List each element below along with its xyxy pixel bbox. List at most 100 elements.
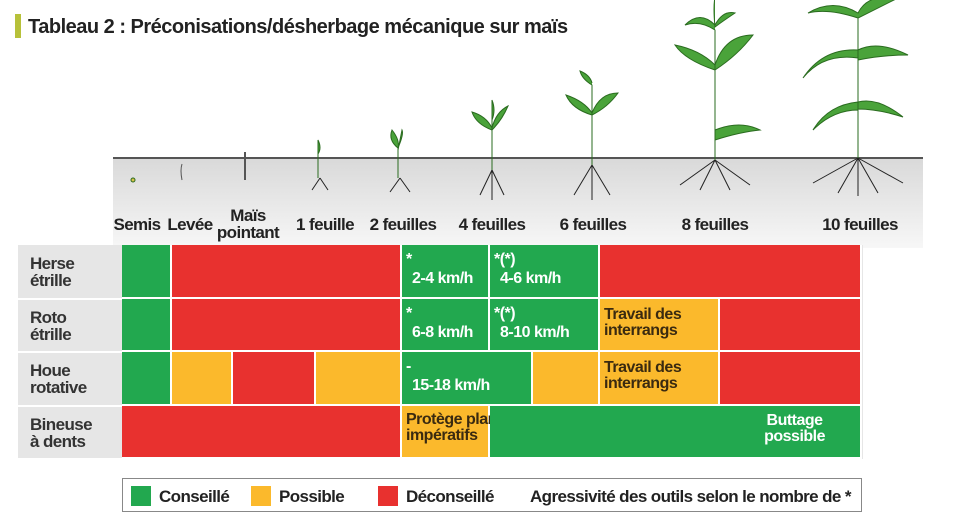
cell-text-line: 8-10 km/h [500, 323, 570, 341]
legend-swatch [131, 486, 151, 506]
row-separator [18, 351, 122, 353]
stage-label-line: pointant [216, 223, 280, 242]
cell-text-line: Travail des [604, 305, 682, 323]
soil [113, 158, 923, 248]
cell-text-line: 15-18 km/h [412, 377, 490, 394]
cell: *(*) 8-10 km/h [490, 298, 600, 352]
row-label: Bineuse à dents [30, 414, 93, 451]
row-label-line: étrille [30, 324, 72, 344]
cell [600, 245, 862, 299]
stage-label: Semis [77, 216, 197, 233]
table: Herse étrille * 2-4 km/h *(*) 4-6 km/h Roto étr… [18, 245, 863, 460]
cell [533, 352, 600, 406]
row-label-line: rotative [30, 378, 87, 397]
stage-label: 8 feuilles [655, 216, 775, 233]
legend-note: Agressivité des outils selon le nombre d… [530, 487, 852, 506]
row-label-line: Bineuse [30, 414, 93, 434]
cell-text: * 2-4 km/h [406, 252, 473, 287]
stage-label: 4 feuilles [432, 216, 552, 233]
cell [122, 352, 172, 406]
stage-label: Maïs pointant [188, 207, 308, 241]
stage-label-line: 10 feuilles [822, 215, 898, 234]
cell-text-line: interrangs [604, 321, 678, 339]
cell-text-line: 6-8 km/h [412, 323, 473, 341]
legend-swatch [378, 486, 398, 506]
cell: Travail des interrangs [600, 298, 720, 352]
cell [720, 298, 862, 352]
title-marker [15, 14, 21, 38]
cell: Travail des interrangs [600, 352, 720, 406]
cell [172, 245, 402, 299]
cell [122, 298, 172, 352]
cell-text-line: impératifs [406, 426, 478, 444]
cell-text-line: interrangs [604, 375, 678, 392]
row-label-line: Roto [30, 307, 67, 327]
cell: Buttage possible [490, 405, 862, 459]
legend-label: Conseillé [159, 487, 230, 506]
cell: * 2-4 km/h [402, 245, 490, 299]
legend-label: Possible [279, 487, 345, 506]
cell-text-line: * [406, 304, 412, 322]
cell-text-line: possible [764, 427, 825, 445]
cell-text: * 6-8 km/h [406, 304, 473, 341]
legend [122, 478, 862, 512]
cell [172, 352, 233, 406]
stage-label: 6 feuilles [533, 216, 653, 233]
row-label: Herse étrille [30, 254, 75, 290]
cell [316, 352, 402, 406]
stage-label: Levée [130, 216, 250, 233]
row-label: Houe rotative [30, 362, 87, 396]
stage-label-line: 1 feuille [296, 215, 355, 234]
cell [122, 245, 172, 299]
plant-illustration [113, 0, 923, 248]
cell-text: Travail des interrangs [604, 305, 682, 339]
cell-text: Buttage possible [764, 411, 825, 445]
cell [233, 352, 316, 406]
legend-label: Déconseillé [406, 487, 494, 506]
stage-label: 2 feuilles [343, 216, 463, 233]
cell-text-line: *(*) [494, 251, 516, 268]
cell: * 6-8 km/h [402, 298, 490, 352]
stage-label-line: 2 feuilles [369, 215, 437, 234]
legend-swatch [251, 486, 271, 506]
cell-text-line: *(*) [494, 304, 516, 322]
cell-text: *(*) 4-6 km/h [494, 252, 561, 287]
cell-text-line: Protège plants [406, 410, 511, 428]
cell: -15-18 km/h [402, 352, 533, 406]
stage-label-line: Maïs [230, 206, 266, 225]
cell-text-line: 2-4 km/h [412, 270, 473, 287]
cell [122, 405, 402, 459]
cell-text-line: Buttage [766, 411, 824, 429]
cell [172, 298, 402, 352]
row-label-line: Herse [30, 254, 75, 273]
cell-text: Travail des interrangs [604, 359, 682, 392]
row-separator [18, 404, 122, 407]
stage-label-line: Semis [113, 215, 161, 234]
stage-label-line: 6 feuilles [559, 215, 627, 234]
cell-text: *(*) 8-10 km/h [494, 304, 570, 341]
row-label-line: Houe [30, 361, 71, 380]
cell-text-line: Travail des [604, 359, 682, 376]
stage-label-line: Levée [167, 215, 213, 234]
row-label: Roto étrille [30, 307, 72, 344]
stage-label: 10 feuilles [800, 216, 920, 233]
row-label-line: étrille [30, 271, 72, 290]
plants [130, 0, 909, 183]
cell-text: Protège plants impératifs [406, 410, 511, 444]
cell [720, 352, 862, 406]
cell: Protège plants impératifs [402, 405, 511, 459]
cell: *(*) 4-6 km/h [490, 245, 600, 299]
stage-label-line: 8 feuilles [681, 215, 749, 234]
cell-text: -15-18 km/h [406, 359, 490, 394]
title: Tableau 2 : Préconisations/désherbage mé… [28, 16, 568, 38]
stage-label: 1 feuille [265, 216, 385, 233]
row-separator [18, 458, 122, 460]
row-label-line: à dents [30, 431, 86, 451]
cell-text-line: - [406, 358, 411, 375]
cell-text-line: 4-6 km/h [500, 270, 561, 287]
roots [311, 157, 904, 200]
cell-text-line: * [406, 251, 412, 268]
row-separator [18, 297, 122, 300]
stage-label-line: 4 feuilles [458, 215, 526, 234]
